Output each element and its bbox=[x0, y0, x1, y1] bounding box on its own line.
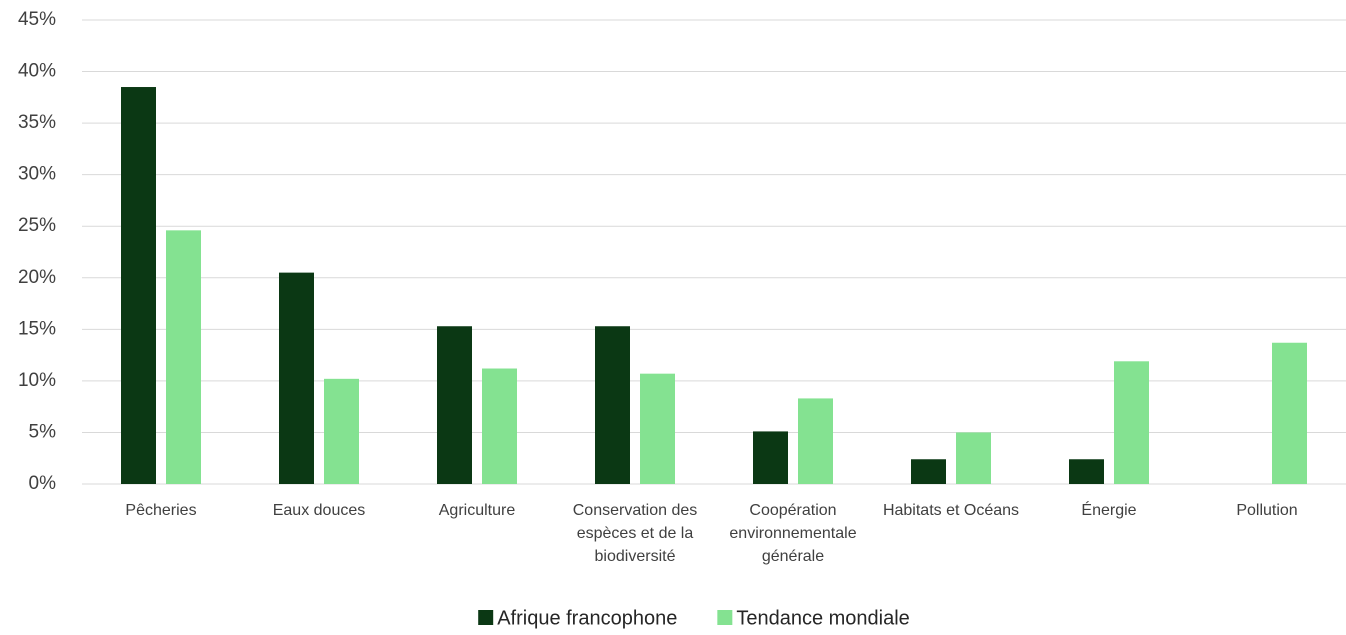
bar bbox=[121, 87, 156, 485]
bar bbox=[1069, 459, 1104, 484]
y-tick-label: 45% bbox=[18, 9, 56, 30]
bar bbox=[1114, 361, 1149, 484]
legend-swatch bbox=[717, 610, 733, 625]
bar bbox=[437, 326, 472, 484]
legend: Afrique francophone Tendance mondiale bbox=[478, 607, 910, 629]
y-tick-label: 10% bbox=[18, 370, 56, 391]
x-tick-line: Habitats et Océans bbox=[883, 502, 1019, 519]
x-tick-line: biodiversité bbox=[595, 548, 676, 565]
legend-swatch bbox=[478, 610, 494, 625]
bar bbox=[1272, 342, 1307, 484]
x-tick-label: Pollution bbox=[1236, 502, 1297, 519]
x-tick-line: Énergie bbox=[1081, 500, 1136, 519]
x-tick-label: Conservation des espèces et de la biodiver… bbox=[573, 502, 698, 565]
x-tick-line: Agriculture bbox=[439, 502, 516, 519]
x-tick-line: Pêcheries bbox=[125, 502, 196, 519]
x-tick-line: espèces et de la bbox=[577, 525, 694, 542]
x-tick-line: Conservation des bbox=[573, 502, 698, 519]
x-tick-line: Eaux douces bbox=[273, 502, 366, 519]
bar bbox=[482, 368, 517, 484]
bar bbox=[324, 378, 359, 484]
y-tick-label: 5% bbox=[29, 421, 57, 442]
x-tick-label: Pêcheries bbox=[125, 502, 196, 519]
x-tick-label: Énergie bbox=[1081, 500, 1136, 519]
y-tick-label: 0% bbox=[29, 473, 57, 494]
y-tick-label: 30% bbox=[18, 164, 56, 185]
bar bbox=[911, 459, 946, 484]
bar bbox=[798, 398, 833, 484]
x-tick-label: Agriculture bbox=[439, 502, 516, 519]
x-tick-label: Habitats et Océans bbox=[883, 502, 1019, 519]
y-tick-label: 40% bbox=[18, 61, 56, 82]
bar bbox=[956, 432, 991, 484]
bar bbox=[279, 272, 314, 484]
y-tick-label: 35% bbox=[18, 112, 56, 133]
y-tick-label: 20% bbox=[18, 267, 56, 288]
x-tick-line: Coopération bbox=[749, 502, 836, 519]
y-tick-label: 15% bbox=[18, 318, 56, 339]
x-tick-line: générale bbox=[762, 548, 824, 565]
x-tick-line: Pollution bbox=[1236, 502, 1297, 519]
legend-label: Afrique francophone bbox=[497, 607, 677, 629]
legend-label: Tendance mondiale bbox=[736, 607, 909, 629]
bar bbox=[166, 230, 201, 484]
y-tick-label: 25% bbox=[18, 215, 56, 236]
bar bbox=[753, 431, 788, 484]
x-tick-label: Coopération environnementale générale bbox=[729, 502, 856, 565]
x-tick-label: Eaux douces bbox=[273, 502, 366, 519]
bar bbox=[640, 373, 675, 484]
bar bbox=[595, 326, 630, 484]
x-tick-line: environnementale bbox=[729, 525, 856, 542]
